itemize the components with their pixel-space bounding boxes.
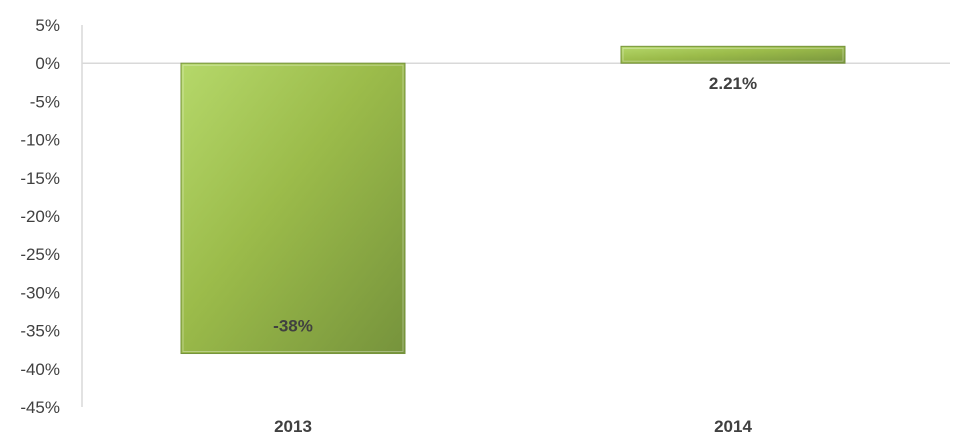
y-tick-label: -30%	[20, 283, 60, 302]
bar-highlight-2013	[182, 64, 404, 353]
data-label-2014: 2.21%	[709, 74, 757, 93]
y-tick-label: -25%	[20, 245, 60, 264]
bar-2013	[180, 62, 406, 355]
x-tick-label-2013: 2013	[274, 417, 312, 436]
y-tick-label: 0%	[35, 54, 60, 73]
y-tick-label: -35%	[20, 322, 60, 341]
y-tick-label: -20%	[20, 207, 60, 226]
bar-2014	[620, 45, 846, 64]
x-axis-labels: 2013 2014	[274, 417, 752, 436]
data-labels: -38% 2.21%	[273, 74, 757, 335]
x-tick-label-2014: 2014	[714, 417, 752, 436]
y-tick-label: -10%	[20, 131, 60, 150]
y-tick-label: -15%	[20, 169, 60, 188]
y-tick-label: -45%	[20, 398, 60, 417]
y-axis-ticks: 5% 0% -5% -10% -15% -20% -25% -30% -35% -40% -45%	[20, 16, 60, 417]
data-label-2013: -38%	[273, 317, 313, 336]
bar-highlight-2014	[622, 47, 844, 62]
y-tick-label: 5%	[35, 16, 60, 35]
y-tick-label: -5%	[30, 92, 60, 111]
y-tick-label: -40%	[20, 360, 60, 379]
bars	[180, 45, 846, 355]
